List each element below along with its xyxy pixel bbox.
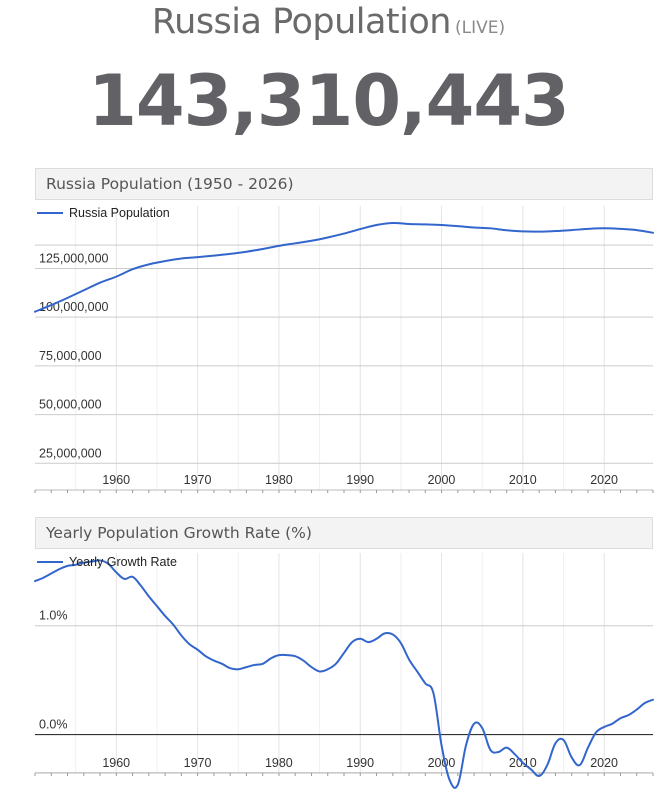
y-tick-label: 50,000,000 [39, 398, 102, 412]
x-tick-label: 2000 [428, 756, 456, 770]
x-tick-label: 2010 [509, 473, 537, 487]
series-line [34, 559, 654, 789]
page-title: Russia Population (LIVE) [0, 2, 657, 42]
y-tick-label: 0.0% [39, 718, 68, 732]
x-tick-label: 1980 [265, 756, 293, 770]
population-chart-title: Russia Population (1950 - 2026) [35, 168, 653, 200]
title-text: Russia Population [151, 2, 452, 42]
y-tick-label: 125,000,000 [39, 251, 109, 265]
x-tick-label: 1990 [346, 473, 374, 487]
growth-rate-chart-title: Yearly Population Growth Rate (%) [35, 517, 653, 549]
population-counter: 143,310,443 [88, 60, 570, 142]
growth-rate-chart-svg: 1.0%0.0%1960 1970 1980 1990 2000 2010 2020Year… [34, 553, 654, 789]
y-tick-label: 1.0% [39, 609, 68, 623]
population-chart: Russia Population (1950 - 2026) 125,000,… [34, 168, 654, 493]
x-tick-label: 2020 [590, 473, 618, 487]
y-tick-label: 100,000,000 [39, 300, 109, 314]
growth-rate-chart: Yearly Population Growth Rate (%) 1.0% 0.… [34, 517, 654, 789]
population-chart-svg: 125,000,000 100,000,000 75,000,000 50,000,0… [34, 206, 654, 493]
x-tick-label: 1970 [184, 473, 212, 487]
x-tick-label: 1990 [346, 756, 374, 770]
x-tick-label: 1960 [102, 473, 130, 487]
x-tick-label: 1960 [102, 756, 130, 770]
series-points [34, 222, 654, 313]
y-tick-label: 25,000,000 [39, 446, 102, 460]
x-tick-label: 1970 [184, 756, 212, 770]
series-line [34, 222, 654, 313]
x-tick-label: 1980 [265, 473, 293, 487]
live-label: (LIVE) [454, 18, 506, 38]
series-points [34, 559, 654, 786]
legend-label: Yearly Growth Rate [69, 555, 177, 569]
legend-label: Russia Population [69, 206, 170, 220]
x-tick-label: 2020 [590, 756, 618, 770]
chart-1-grid [35, 553, 653, 774]
x-tick-label: 2000 [428, 473, 456, 487]
y-tick-label: 75,000,000 [39, 349, 102, 363]
chart-0-grid [35, 206, 653, 490]
